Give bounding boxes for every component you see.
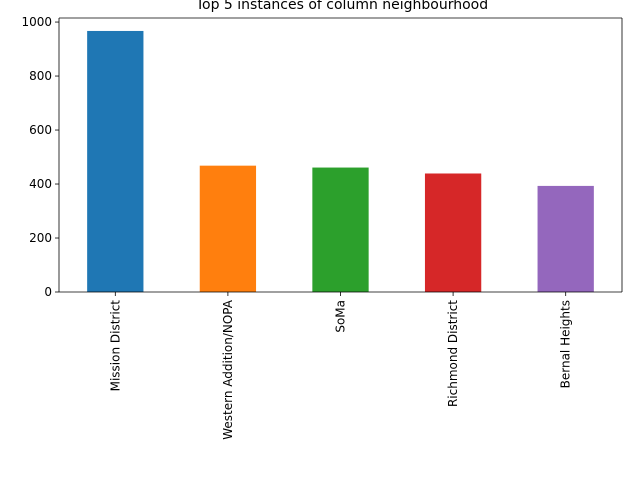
bar-soma [312, 167, 369, 292]
bars [87, 30, 594, 292]
y-tick-label: 400 [29, 177, 52, 191]
x-tick-label: Bernal Heights [559, 300, 573, 388]
bar-mission-district [87, 30, 144, 292]
x-tick-label: Richmond District [446, 300, 460, 407]
y-tick-label: 800 [29, 69, 52, 83]
chart-title: Top 5 instances of column neighbourhood [195, 0, 488, 13]
x-axis: Mission District Western Addition/NOPA SoM… [108, 292, 573, 440]
bar-richmond-district [424, 173, 482, 292]
bar-bernal-heights [537, 185, 594, 292]
y-tick-label: 600 [29, 123, 52, 137]
x-tick-label: Western Addition/NOPA [221, 299, 235, 440]
y-tick-label: 1000 [21, 15, 52, 29]
y-tick-label: 0 [44, 285, 52, 299]
y-tick-label: 200 [29, 231, 52, 245]
x-tick-label: SoMa [334, 300, 348, 333]
x-tick-label: Mission District [108, 300, 122, 392]
y-axis: 0 200 400 600 800 1000 [21, 15, 59, 299]
bar-western-addition-nopa [199, 165, 257, 292]
axes-frame [58, 17, 623, 293]
